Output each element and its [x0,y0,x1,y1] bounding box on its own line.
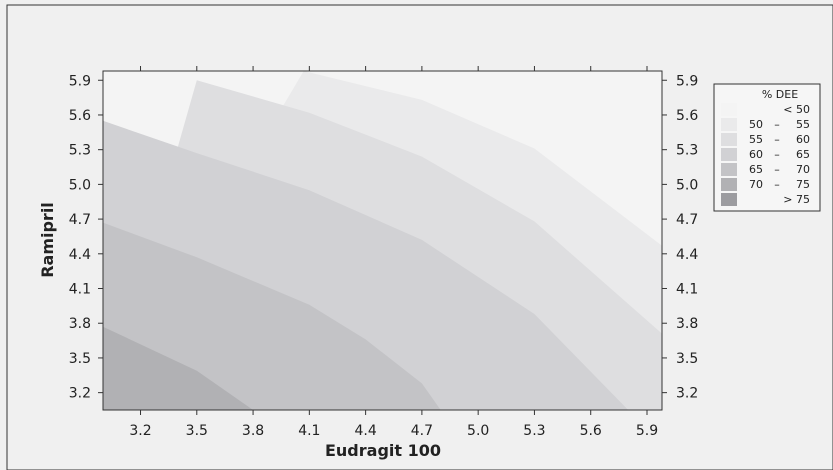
legend-label-low: 50 [749,118,763,131]
y-tick-label-right: 5.0 [676,177,698,193]
legend-label-high: > 75 [783,193,810,206]
region-above-75 [103,326,254,410]
y-tick-label-right: 5.3 [676,143,698,159]
x-axis-title: Eudragit 100 [325,441,441,460]
x-tick-label: 4.4 [354,423,376,439]
x-tick-label: 3.2 [129,423,151,439]
y-tick-label: 5.6 [69,108,91,124]
legend-label-high: < 50 [783,103,810,116]
legend-dash: – [774,163,780,176]
legend-dash: – [774,148,780,161]
region-above-70 [103,222,441,410]
x-tick-label: 5.0 [467,423,489,439]
legend-label-high: 70 [796,163,810,176]
y-tick-label: 5.9 [69,73,91,89]
y-tick-label-right: 5.9 [676,73,698,89]
y-tick-label: 5.0 [69,177,91,193]
legend-label-high: 65 [796,148,810,161]
y-axis-title: Ramipril [38,202,57,278]
y-axis: 3.2 3.5 3.8 4.1 4.4 4.7 5.0 5.3 5.6 5.9 [69,73,103,402]
x-axis: 3.2 3.5 3.8 4.1 4.4 4.7 5.0 5.3 5.6 5.9 [129,66,658,439]
legend-swatch [721,118,737,131]
legend-title: % DEE [762,88,798,101]
x-tick-label: 3.8 [242,423,264,439]
legend-label-low: 70 [749,178,763,191]
legend-swatch [721,178,737,191]
legend-label-low: 65 [749,163,763,176]
legend-dash: – [774,178,780,191]
y-tick-label-right: 3.2 [676,386,698,402]
legend-swatch [721,133,737,146]
legend-swatch [721,103,737,116]
y-tick-label: 3.2 [69,386,91,402]
y-tick-label-right: 3.5 [676,351,698,367]
y-tick-label-right: 4.7 [676,212,698,228]
legend-label-high: 60 [796,133,810,146]
y-tick-label-right: 4.4 [676,247,698,263]
legend-label-high: 75 [796,178,810,191]
x-tick-label: 5.6 [580,423,602,439]
y-tick-label: 4.1 [69,282,91,298]
legend-label-high: 55 [796,118,810,131]
y-tick-label-right: 4.1 [676,282,698,298]
legend-swatch [721,193,737,206]
legend-label-low: 60 [749,148,763,161]
x-tick-label: 5.9 [636,423,658,439]
x-tick-label: 3.5 [186,423,208,439]
y-tick-label: 5.3 [69,143,91,159]
y-tick-label: 3.8 [69,316,91,332]
x-tick-label: 4.7 [411,423,433,439]
legend-swatch [721,148,737,161]
plot-frame [102,70,663,411]
legend-dash: – [774,133,780,146]
y-tick-label: 3.5 [69,351,91,367]
y-tick-label: 4.7 [69,212,91,228]
x-tick-label: 5.3 [523,423,545,439]
x-tick-label: 4.1 [298,423,320,439]
y-tick-label-right: 5.6 [676,108,698,124]
legend-swatch [721,163,737,176]
legend-dash: – [774,118,780,131]
y-axis-right: 3.2 3.5 3.8 4.1 4.4 4.7 5.0 5.3 5.6 5.9 [662,73,698,402]
contour-regions [103,71,662,411]
y-tick-label-right: 3.8 [676,316,698,332]
y-tick-label: 4.4 [69,247,91,263]
legend-label-low: 55 [749,133,763,146]
